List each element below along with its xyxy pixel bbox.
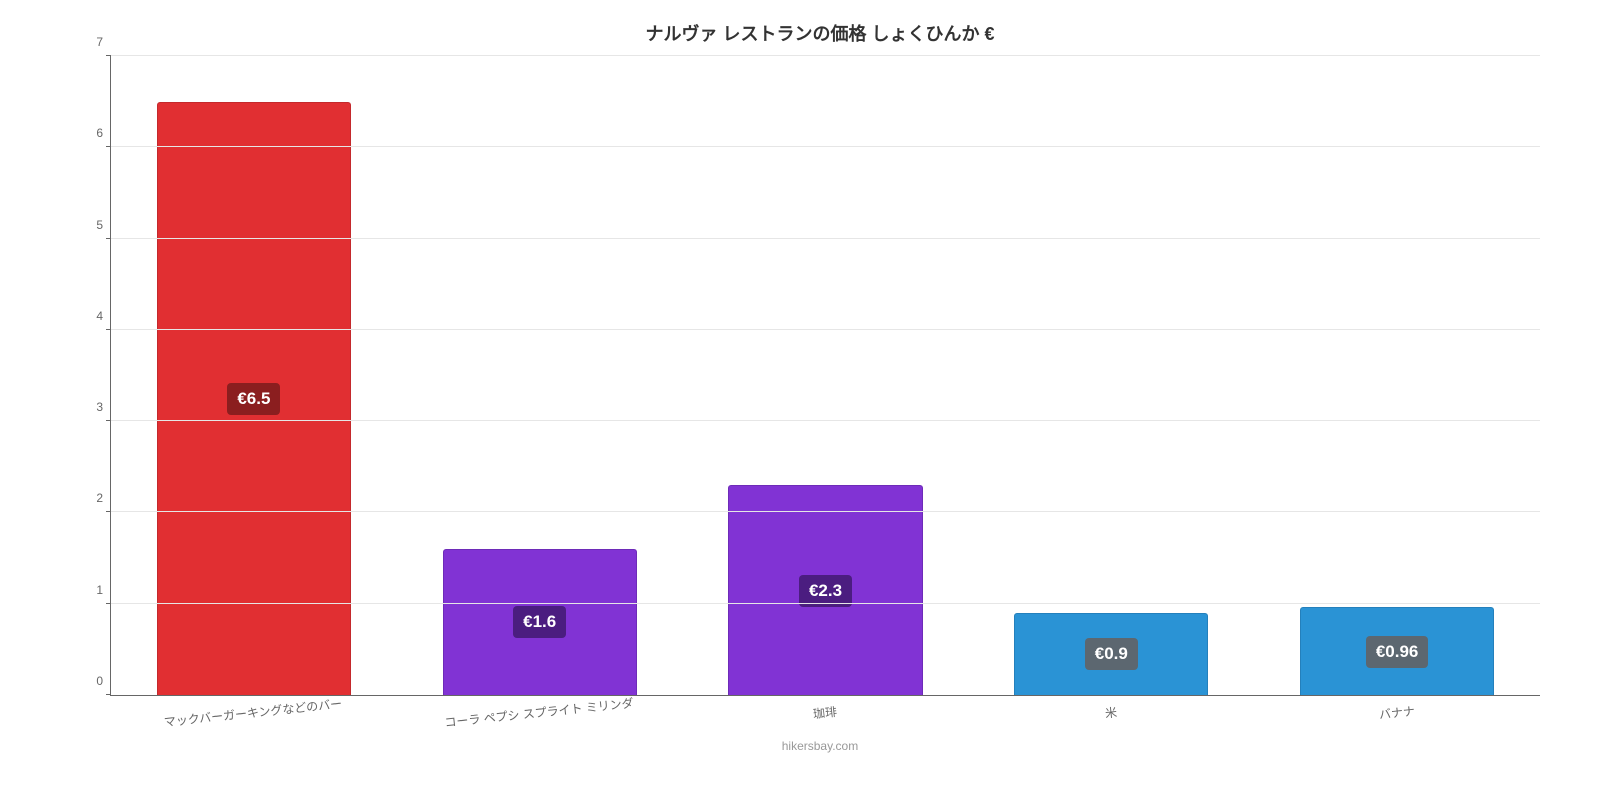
x-axis-label: バナナ bbox=[1254, 689, 1540, 736]
bar-slot: €6.5 bbox=[111, 56, 397, 695]
y-tick-mark bbox=[106, 238, 111, 239]
y-tick-mark bbox=[106, 511, 111, 512]
bar-slot: €0.9 bbox=[968, 56, 1254, 695]
bars-row: €6.5 €1.6 €2.3 €0.9 €0.96 bbox=[111, 56, 1540, 695]
plot-area: €6.5€1.6€2.3€0.9€0.96 01234567 bbox=[110, 56, 1540, 696]
value-badge: €2.3 bbox=[799, 575, 852, 607]
bar-slot: €1.6 bbox=[397, 56, 683, 695]
value-badge: €1.6 bbox=[513, 606, 566, 638]
bar-slot: €0.96 bbox=[1254, 56, 1540, 695]
y-tick-label: 5 bbox=[96, 218, 111, 232]
bar-slot: €2.3 bbox=[683, 56, 969, 695]
y-tick-label: 0 bbox=[96, 674, 111, 688]
y-tick-label: 1 bbox=[96, 583, 111, 597]
x-axis-label: コーラ ペプシ スプライト ミリンダ bbox=[396, 689, 682, 736]
y-tick-mark bbox=[106, 55, 111, 56]
y-tick-mark bbox=[106, 603, 111, 604]
y-tick-mark bbox=[106, 694, 111, 695]
value-badge: €0.9 bbox=[1085, 638, 1138, 670]
bar: €0.96 bbox=[1300, 607, 1494, 695]
x-axis-labels: マックバーガーキングなどのバーコーラ ペプシ スプライト ミリンダ珈琲米バナナ bbox=[110, 704, 1540, 721]
value-badge: €0.96 bbox=[1366, 636, 1429, 668]
x-axis-label: 珈琲 bbox=[682, 689, 968, 736]
x-axis-label: 米 bbox=[968, 689, 1254, 736]
y-tick-label: 6 bbox=[96, 126, 111, 140]
bar: €2.3 bbox=[728, 485, 922, 695]
value-badge: €6.5 bbox=[227, 383, 280, 415]
y-tick-label: 3 bbox=[96, 400, 111, 414]
y-tick-label: 2 bbox=[96, 491, 111, 505]
y-tick-mark bbox=[106, 420, 111, 421]
bar: €6.5 bbox=[157, 102, 351, 695]
chart-title: ナルヴァ レストランの価格 しょくひんか € bbox=[80, 20, 1560, 46]
y-tick-mark bbox=[106, 329, 111, 330]
y-tick-label: 7 bbox=[96, 35, 111, 49]
attribution-text: hikersbay.com bbox=[80, 739, 1560, 753]
y-tick-label: 4 bbox=[96, 309, 111, 323]
bar: €1.6 bbox=[443, 549, 637, 695]
x-axis-label: マックバーガーキングなどのバー bbox=[110, 689, 396, 736]
bar: €0.9 bbox=[1014, 613, 1208, 695]
y-tick-mark bbox=[106, 146, 111, 147]
chart-container: ナルヴァ レストランの価格 しょくひんか € €6.5€1.6€2.3€0.9€… bbox=[0, 0, 1600, 800]
